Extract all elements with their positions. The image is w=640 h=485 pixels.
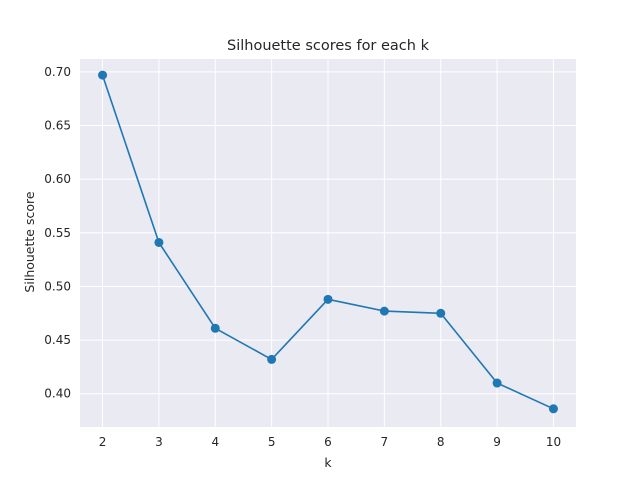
data-point-k6 <box>323 294 333 304</box>
x-tick-label: 5 <box>268 435 276 449</box>
x-tick-label: 4 <box>211 435 219 449</box>
x-tick-label: 3 <box>155 435 163 449</box>
y-tick-label: 0.65 <box>44 119 71 133</box>
y-tick-label: 0.60 <box>44 172 71 186</box>
y-tick-label: 0.45 <box>44 333 71 347</box>
x-tick-label: 10 <box>546 435 561 449</box>
x-axis-label: k <box>324 455 332 470</box>
data-point-k5 <box>267 354 277 364</box>
grid-lines <box>80 59 576 427</box>
data-point-k8 <box>436 308 446 318</box>
x-tick-label: 9 <box>493 435 501 449</box>
y-tick-label: 0.70 <box>44 65 71 79</box>
y-axis-label: Silhouette score <box>22 191 37 292</box>
x-tick-label: 2 <box>99 435 107 449</box>
data-point-k10 <box>548 404 558 414</box>
x-tick-label: 8 <box>437 435 445 449</box>
chart-title: Silhouette scores for each k <box>227 38 430 54</box>
tick-labels: 2 3 4 5 6 7 8 9 10 0.40 0.45 0.50 0.55 0.60 0.65 0.70 <box>44 65 561 449</box>
data-point-k3 <box>154 237 164 247</box>
data-point-k2 <box>98 70 108 80</box>
y-tick-label: 0.40 <box>44 387 71 401</box>
x-tick-label: 6 <box>324 435 332 449</box>
series-layer <box>98 70 558 414</box>
x-tick-label: 7 <box>381 435 389 449</box>
y-tick-label: 0.50 <box>44 279 71 293</box>
data-point-k9 <box>492 378 502 388</box>
y-tick-label: 0.55 <box>44 226 71 240</box>
data-point-k4 <box>210 323 220 333</box>
data-point-k7 <box>379 306 389 316</box>
